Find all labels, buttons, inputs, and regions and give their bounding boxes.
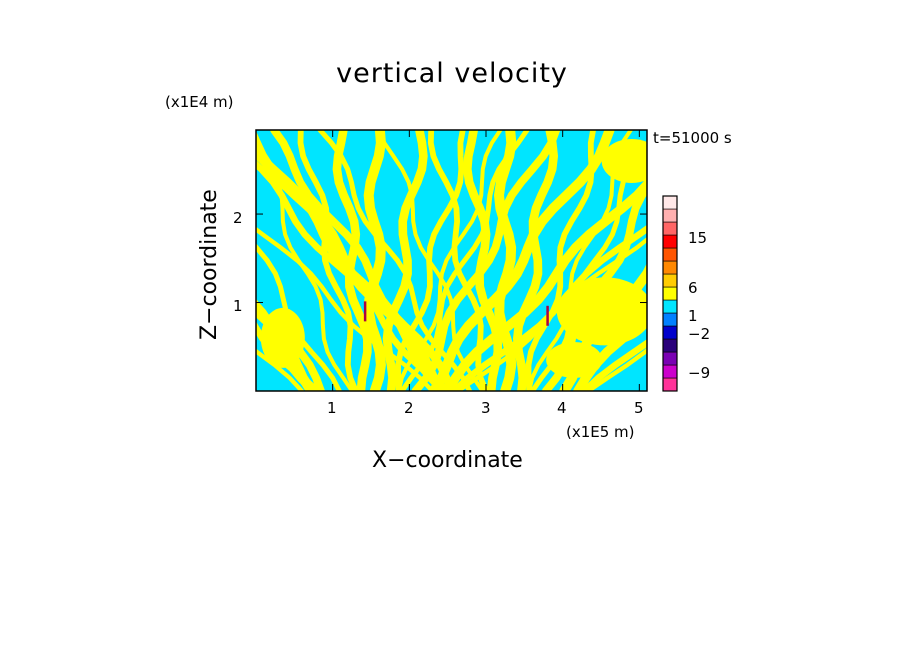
velocity-stripe <box>297 130 359 391</box>
velocity-stripe <box>256 160 451 391</box>
positive-region <box>260 307 305 368</box>
y-axis-unit: (x1E4 m) <box>165 93 234 111</box>
colorbar-level <box>662 299 678 314</box>
colorbar-label-minus9: −9 <box>688 364 711 382</box>
velocity-stripe <box>462 130 503 391</box>
colorbar-level <box>662 312 678 327</box>
velocity-stripes <box>256 130 647 391</box>
velocity-stripe <box>581 339 647 391</box>
colorbar <box>662 195 678 392</box>
positive-region <box>601 138 647 183</box>
positive-region <box>546 342 603 379</box>
colorbar-level <box>662 364 678 379</box>
colorbar-level <box>662 325 678 340</box>
colorbar-label-6: 6 <box>688 279 698 297</box>
colorbar-level <box>662 351 678 366</box>
velocity-stripe <box>512 130 559 391</box>
velocity-stripe <box>382 130 428 391</box>
axis-ticks <box>256 130 647 391</box>
velocity-stripe <box>332 130 372 391</box>
x-tick-label-2: 2 <box>404 399 414 417</box>
colorbar-level <box>662 221 678 236</box>
plot-frame <box>255 129 648 392</box>
colorbar-level <box>662 338 678 353</box>
velocity-stripe <box>375 130 485 391</box>
velocity-stripe <box>573 313 647 391</box>
colorbar-label-15: 15 <box>688 229 708 247</box>
velocity-stripe <box>427 130 489 391</box>
colorbar-frame <box>662 195 678 392</box>
velocity-stripe <box>428 130 615 391</box>
colorbar-level <box>662 208 678 223</box>
x-axis-label: X−coordinate <box>372 448 523 473</box>
positive-region <box>556 277 647 346</box>
x-tick-label-4: 4 <box>557 399 567 417</box>
velocity-stripe <box>256 131 447 391</box>
velocity-stripe <box>270 130 456 391</box>
velocity-stripe <box>399 130 530 391</box>
time-label: t=51000 s <box>653 129 732 147</box>
strong-velocity-streak <box>546 305 549 326</box>
velocity-stripe <box>256 243 342 391</box>
x-axis-unit: (x1E5 m) <box>566 423 635 441</box>
velocity-stripe <box>493 130 517 391</box>
colorbar-label-1: 1 <box>688 307 698 325</box>
velocity-stripe <box>525 130 596 391</box>
strong-velocity-streak <box>363 301 367 322</box>
chart-title: vertical velocity <box>336 58 568 89</box>
colorbar-level <box>662 273 678 288</box>
y-tick-label-2: 2 <box>233 209 243 227</box>
colorbar-level <box>662 247 678 262</box>
colorbar-level <box>662 234 678 249</box>
colorbar-level <box>662 377 678 392</box>
velocity-stripe <box>256 226 435 391</box>
y-tick-label-1: 1 <box>233 297 243 315</box>
velocity-field <box>256 130 647 391</box>
colorbar-level <box>662 260 678 275</box>
x-tick-label-1: 1 <box>327 399 337 417</box>
colorbar-level <box>662 286 678 301</box>
colorbar-level <box>662 195 678 210</box>
velocity-stripe <box>317 130 473 391</box>
x-tick-label-5: 5 <box>634 399 644 417</box>
colorbar-label-minus2: −2 <box>688 325 711 343</box>
x-tick-label-3: 3 <box>481 399 491 417</box>
